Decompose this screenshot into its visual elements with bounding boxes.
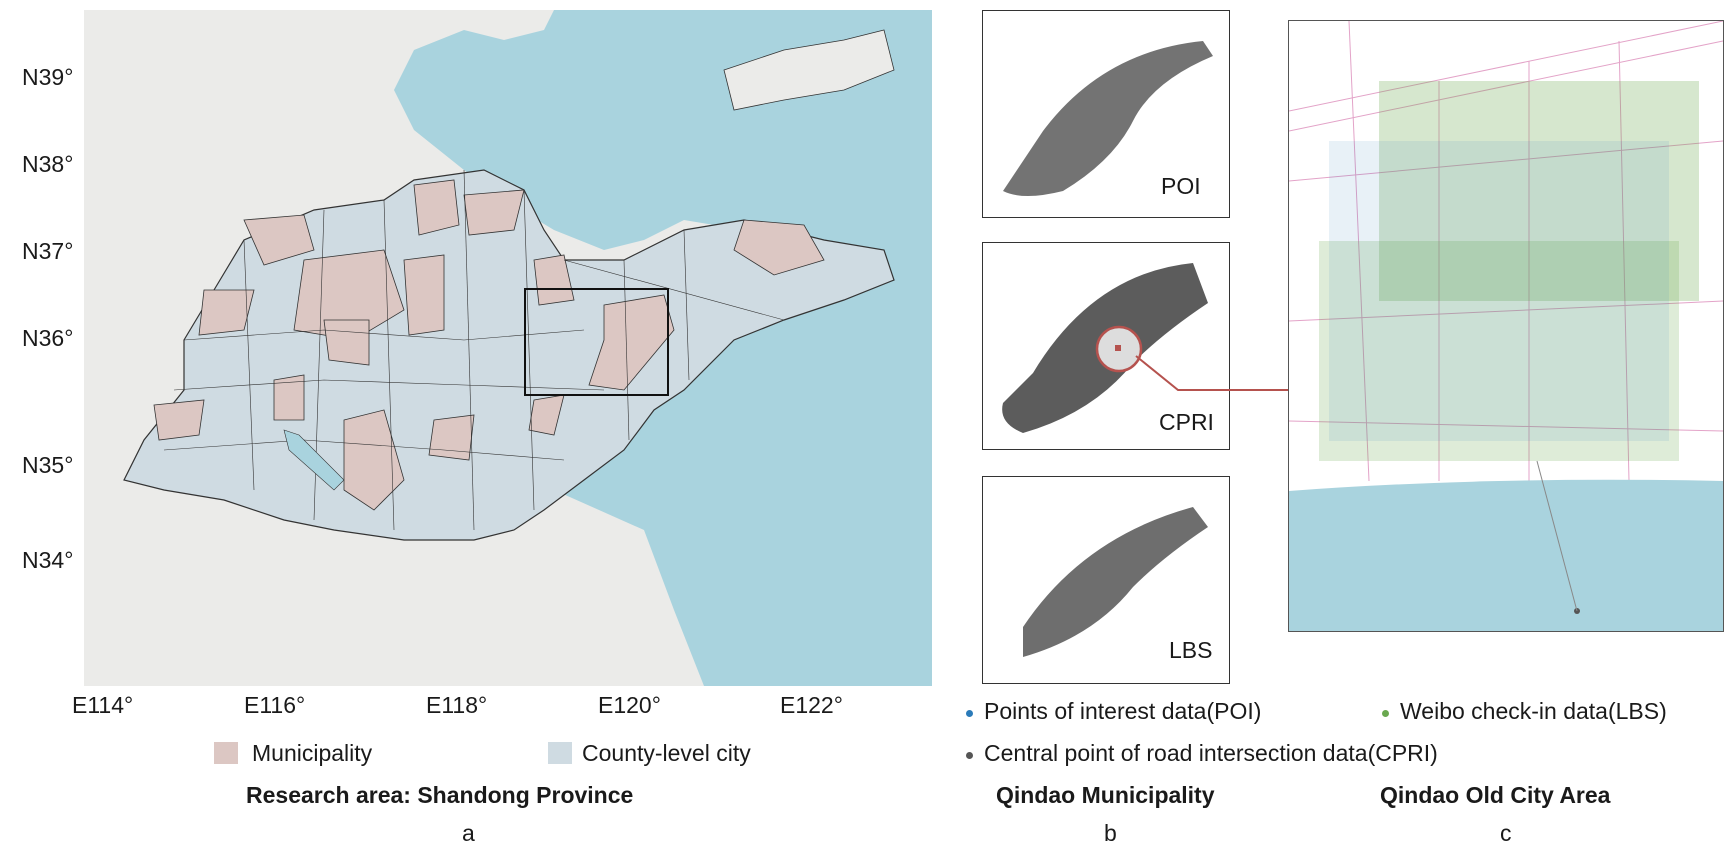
lat-label-n35: N35°	[22, 452, 74, 478]
lat-label-n36: N36°	[22, 325, 74, 351]
inset-cpri: CPRI	[982, 242, 1230, 450]
legend-lbs-label: Weibo check-in data(LBS)	[1400, 698, 1667, 724]
lon-label-e120: E120°	[598, 692, 661, 718]
legend-municipality-swatch	[214, 742, 238, 764]
panel-letter-a: a	[462, 820, 475, 846]
lon-label-e118: E118°	[426, 692, 488, 718]
cpri-scatter	[1002, 263, 1208, 433]
inset-label-poi: POI	[1161, 173, 1201, 199]
caption-b: Qindao Municipality	[996, 782, 1215, 808]
caption-a: Research area: Shandong Province	[246, 782, 634, 808]
lat-label-n37: N37°	[22, 238, 74, 264]
legend-county-swatch	[548, 742, 572, 764]
old-city-scatter	[1289, 21, 1723, 631]
panel-letter-b: b	[1104, 820, 1117, 846]
lat-label-n39: N39°	[22, 64, 74, 90]
inset-lbs: LBS	[982, 476, 1230, 684]
legend-lbs-dot	[1382, 710, 1389, 717]
lon-label-e122: E122°	[780, 692, 843, 718]
lbs-scatter	[1023, 507, 1208, 657]
old-city-map	[1288, 20, 1724, 632]
inset-label-cpri: CPRI	[1159, 409, 1214, 435]
poi-scatter	[1003, 41, 1213, 196]
inset-label-lbs: LBS	[1169, 637, 1213, 663]
shandong-map	[84, 10, 932, 686]
caption-c: Qindao Old City Area	[1380, 782, 1611, 808]
lon-label-e116: E116°	[244, 692, 306, 718]
inset-poi: POI	[982, 10, 1230, 218]
panel-letter-c: c	[1500, 820, 1512, 846]
legend-cpri-label: Central point of road intersection data(…	[984, 740, 1438, 766]
legend-poi-dot	[966, 710, 973, 717]
lat-label-n34: N34°	[22, 547, 74, 573]
legend-municipality-label: Municipality	[252, 740, 373, 766]
legend-cpri-dot	[966, 752, 973, 759]
lat-label-n38: N38°	[22, 151, 74, 177]
lon-label-e114: E114°	[72, 692, 134, 718]
legend-poi-label: Points of interest data(POI)	[984, 698, 1262, 724]
zoom-connector	[1135, 355, 1288, 391]
legend-county-label: County-level city	[582, 740, 751, 766]
